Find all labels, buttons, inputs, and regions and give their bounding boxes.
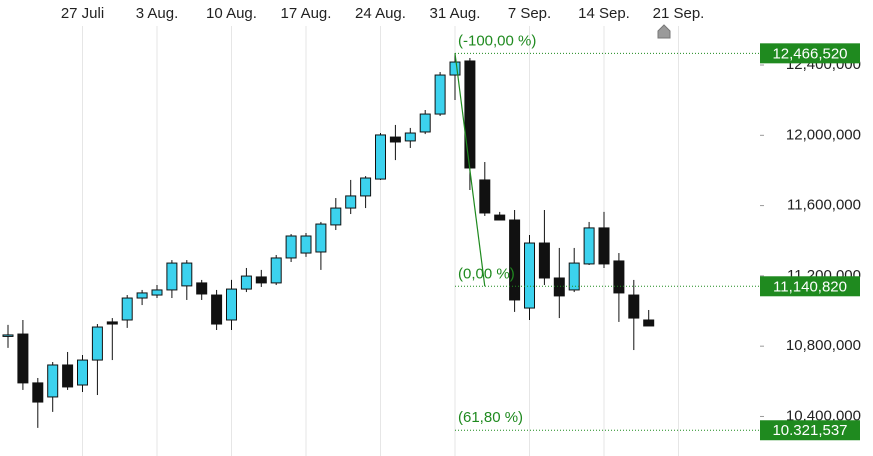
candle-body [32, 382, 44, 403]
x-tick-label: 7 Sep. [508, 5, 551, 22]
y-tick-label: 11,600,000 [787, 197, 861, 214]
candle-body [121, 297, 133, 321]
x-tick-label: 31 Aug. [430, 5, 481, 22]
fib-value-box [760, 43, 860, 64]
candle-body [330, 207, 342, 226]
candle-body [106, 321, 118, 325]
y-tick-label: 12,000,000 [786, 126, 861, 143]
candle-body [181, 262, 193, 287]
x-tick-label: 24 Aug. [355, 5, 406, 22]
candle-body [2, 334, 14, 337]
y-tick-label: 10,400,000 [786, 407, 861, 424]
fib-value-label: 10.321,537 [772, 422, 847, 439]
candle-body [583, 227, 595, 265]
candle-body [613, 260, 625, 294]
candle-body [285, 235, 297, 259]
fib-level-label: (-100,00 %) [458, 32, 536, 49]
fib-value-box [760, 420, 860, 441]
candle-body [509, 219, 521, 301]
y-tick-label: 10,800,000 [786, 337, 861, 354]
candle-body [524, 242, 535, 309]
x-tick-label: 10 Aug. [206, 5, 257, 22]
candle-body [17, 333, 29, 384]
candle-body [196, 282, 208, 295]
candle-body [240, 275, 252, 290]
candle-body [47, 364, 59, 398]
candle-body [434, 74, 446, 115]
candle-body [375, 134, 386, 180]
candle-body [255, 276, 267, 284]
candle-body [300, 235, 312, 254]
candle-body [598, 227, 610, 265]
fib-value-label: 12,466,520 [772, 45, 847, 62]
candle-body [419, 113, 431, 133]
fib-level-label: (0,00 %) [458, 265, 515, 282]
x-tick-label: 27 Juli [61, 5, 104, 22]
candle-body [91, 326, 103, 361]
x-tick-label: 14 Sep. [578, 5, 630, 22]
candle-body [449, 61, 461, 76]
candle-body [494, 214, 506, 221]
candle-body [389, 136, 401, 143]
fib-value-box [760, 276, 860, 297]
candle-body [643, 319, 655, 327]
x-tick-label: 21 Sep. [653, 5, 705, 22]
candle-body [404, 132, 416, 142]
candle-body [553, 277, 565, 297]
candle-body [628, 294, 640, 319]
candle-body [136, 292, 148, 299]
candle-body [315, 223, 327, 253]
candle-body [345, 195, 357, 209]
candle-body [270, 257, 282, 284]
fib-value-label: 11,140,820 [773, 278, 847, 295]
candle-body [151, 289, 163, 296]
candle-body [226, 288, 237, 321]
fib-trendline [454, 53, 486, 287]
fib-level-label: (61,80 %) [458, 409, 523, 426]
candle-body [77, 359, 88, 386]
candle-body [538, 242, 550, 279]
x-tick-label: 17 Aug. [281, 5, 332, 22]
candle-body [62, 364, 74, 388]
candle-body [479, 179, 491, 214]
candle-body [211, 294, 223, 325]
candle-body [360, 177, 372, 197]
x-tick-label: 3 Aug. [136, 5, 179, 22]
candle-body [464, 60, 476, 169]
current-marker [657, 24, 671, 39]
candle-body [166, 262, 178, 291]
candle-body [568, 262, 580, 291]
